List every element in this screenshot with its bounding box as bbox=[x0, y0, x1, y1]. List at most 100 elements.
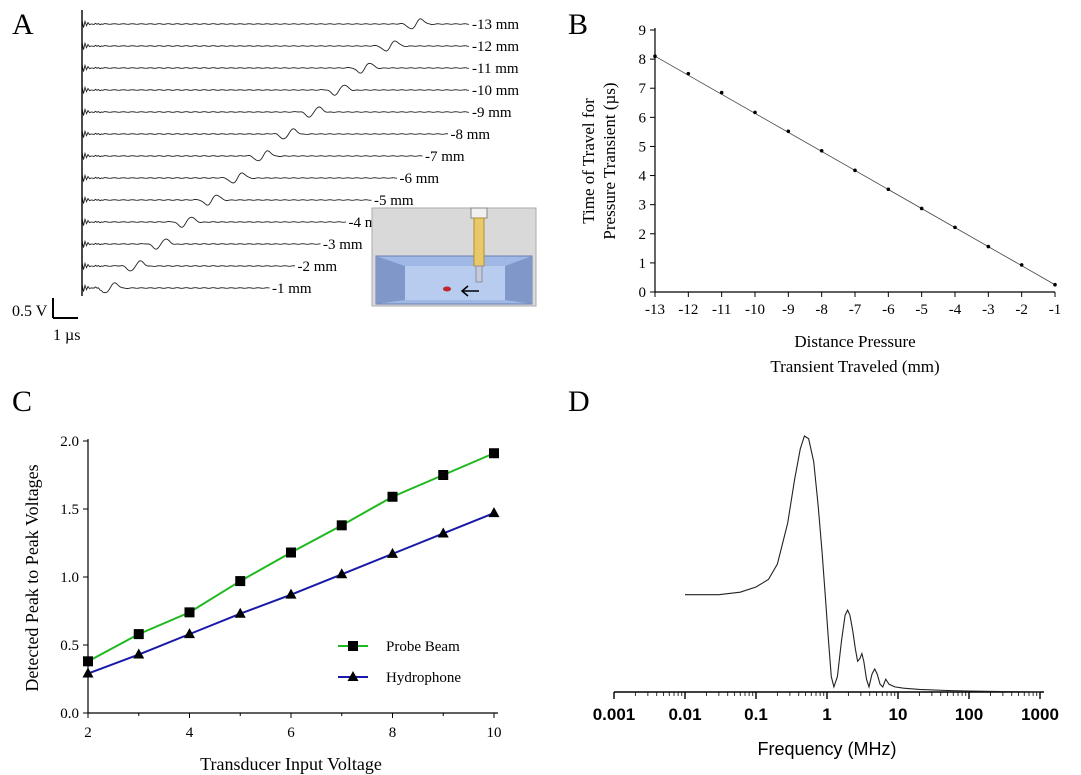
panel-d-letter: D bbox=[568, 385, 590, 418]
series-marker-square bbox=[235, 576, 246, 587]
series-marker-triangle bbox=[437, 527, 449, 538]
y-tick-label: 0 bbox=[639, 285, 647, 301]
y-tick-label: 1 bbox=[639, 256, 647, 272]
trace-label: -1 mm bbox=[272, 281, 312, 297]
x-tick-label: 0.01 bbox=[668, 705, 701, 724]
y-tick-label: 0.0 bbox=[60, 706, 79, 722]
trace-label: -10 mm bbox=[472, 83, 519, 99]
trace-9 bbox=[81, 194, 372, 206]
trace-11 bbox=[81, 238, 321, 250]
y-tick-label: 1.0 bbox=[60, 570, 79, 586]
trace-5 bbox=[81, 106, 470, 118]
inset-tank-left-wall bbox=[376, 256, 405, 304]
panel-b-letter: B bbox=[568, 8, 589, 41]
data-point bbox=[686, 71, 691, 76]
data-point bbox=[919, 206, 924, 211]
panel-a-traces: -13 mm -12 mm -11 mm -10 mm -9 mm -8 mm -7 mm -… bbox=[12, 10, 519, 344]
trace-10 bbox=[81, 216, 347, 228]
x-tick-label: -8 bbox=[815, 302, 828, 318]
data-point bbox=[1053, 282, 1057, 287]
trace-6 bbox=[81, 128, 449, 140]
panel-a-inset-schematic bbox=[371, 207, 537, 307]
inset-water bbox=[405, 266, 505, 300]
series-marker-square bbox=[438, 470, 449, 480]
y-tick-label: 2.0 bbox=[60, 434, 79, 450]
data-point bbox=[953, 225, 957, 230]
trace-8 bbox=[81, 172, 398, 184]
x-tick-label: 100 bbox=[955, 705, 983, 724]
trace-3 bbox=[81, 62, 470, 74]
x-tick-label: 8 bbox=[389, 725, 397, 741]
trace-label: -9 mm bbox=[472, 105, 512, 121]
x-tick-label: -1 bbox=[1049, 302, 1062, 318]
y-axis-label: Detected Peak to Peak Voltages bbox=[22, 464, 42, 691]
inset-sample bbox=[443, 286, 451, 292]
data-point bbox=[986, 244, 991, 249]
series-marker-square bbox=[133, 629, 144, 640]
trace-7 bbox=[81, 150, 423, 162]
x-tick-label: -13 bbox=[645, 302, 665, 318]
series-marker-triangle bbox=[285, 588, 297, 599]
x-tick-label: -3 bbox=[982, 302, 995, 318]
data-point bbox=[886, 187, 891, 192]
trace-2 bbox=[81, 40, 470, 52]
x-tick-label: 0.1 bbox=[744, 705, 768, 724]
x-tick-label: 10 bbox=[487, 725, 502, 741]
trace-label: -3 mm bbox=[323, 237, 363, 253]
x-axis-label-line2: Transient Traveled (mm) bbox=[770, 357, 939, 376]
series-marker-triangle bbox=[82, 667, 94, 678]
trace-4 bbox=[81, 84, 470, 96]
panel-d-chart: 0.001 0.01 0.1 1 10 100 1000 Frequency (MHz) bbox=[593, 435, 1059, 759]
scale-bar-voltage-label: 0.5 V bbox=[12, 303, 48, 320]
panel-c-chart: 0.0 0.5 1.0 1.5 2.0 2 4 6 8 10 Probe Beam Hydrophon… bbox=[22, 434, 502, 774]
data-point bbox=[1019, 263, 1024, 267]
data-point bbox=[653, 54, 657, 58]
trace-label: -8 mm bbox=[451, 127, 491, 143]
x-tick-label: 0.001 bbox=[593, 705, 636, 724]
inset-arrow-head bbox=[460, 285, 469, 297]
y-tick-label: 4 bbox=[639, 169, 647, 185]
x-tick-label: -2 bbox=[1015, 302, 1028, 318]
y-tick-label: 8 bbox=[639, 52, 647, 68]
inset-transducer-tip bbox=[475, 265, 483, 283]
panel-c-letter: C bbox=[12, 385, 33, 418]
y-tick-label: 9 bbox=[639, 23, 647, 39]
inset-transducer-body bbox=[473, 217, 485, 267]
trace-label: -13 mm bbox=[472, 17, 519, 33]
y-tick-label: 7 bbox=[639, 81, 647, 97]
trace-label: -2 mm bbox=[298, 259, 338, 275]
spectrum-line bbox=[685, 435, 1041, 693]
trace-12 bbox=[81, 260, 296, 272]
trace-13 bbox=[81, 282, 270, 294]
x-axis-label: Transducer Input Voltage bbox=[200, 754, 382, 774]
series-marker-square bbox=[489, 448, 499, 459]
legend-label: Probe Beam bbox=[386, 639, 460, 655]
x-tick-label: 1 bbox=[822, 705, 831, 724]
x-tick-label: -9 bbox=[782, 302, 795, 318]
x-tick-label: 4 bbox=[186, 725, 194, 741]
series-marker-square bbox=[184, 607, 195, 618]
data-point bbox=[819, 149, 824, 153]
y-tick-label: 0.5 bbox=[60, 638, 79, 654]
x-tick-label: -6 bbox=[882, 302, 895, 318]
y-tick-label: 6 bbox=[639, 110, 647, 126]
legend-marker bbox=[347, 671, 359, 681]
series-marker-square bbox=[387, 491, 398, 502]
y-tick-label: 5 bbox=[639, 139, 647, 155]
x-tick-label: 6 bbox=[287, 725, 295, 741]
y-tick-label: 1.5 bbox=[60, 502, 79, 518]
x-tick-label: 1000 bbox=[1021, 705, 1059, 724]
series-marker-triangle bbox=[234, 607, 246, 618]
x-tick-label: -11 bbox=[712, 302, 731, 318]
data-point bbox=[853, 168, 857, 173]
x-axis-label: Frequency (MHz) bbox=[757, 739, 896, 759]
inset-tank-right-wall bbox=[505, 256, 532, 304]
series-marker-square bbox=[83, 656, 93, 667]
inset-transducer-cap bbox=[470, 207, 488, 219]
scale-bar-time-label: 1 µs bbox=[53, 327, 80, 344]
trace-label: -12 mm bbox=[472, 39, 519, 55]
x-tick-label: -7 bbox=[849, 302, 862, 318]
y-tick-label: 3 bbox=[639, 198, 647, 214]
trace-label: -11 mm bbox=[472, 61, 519, 77]
